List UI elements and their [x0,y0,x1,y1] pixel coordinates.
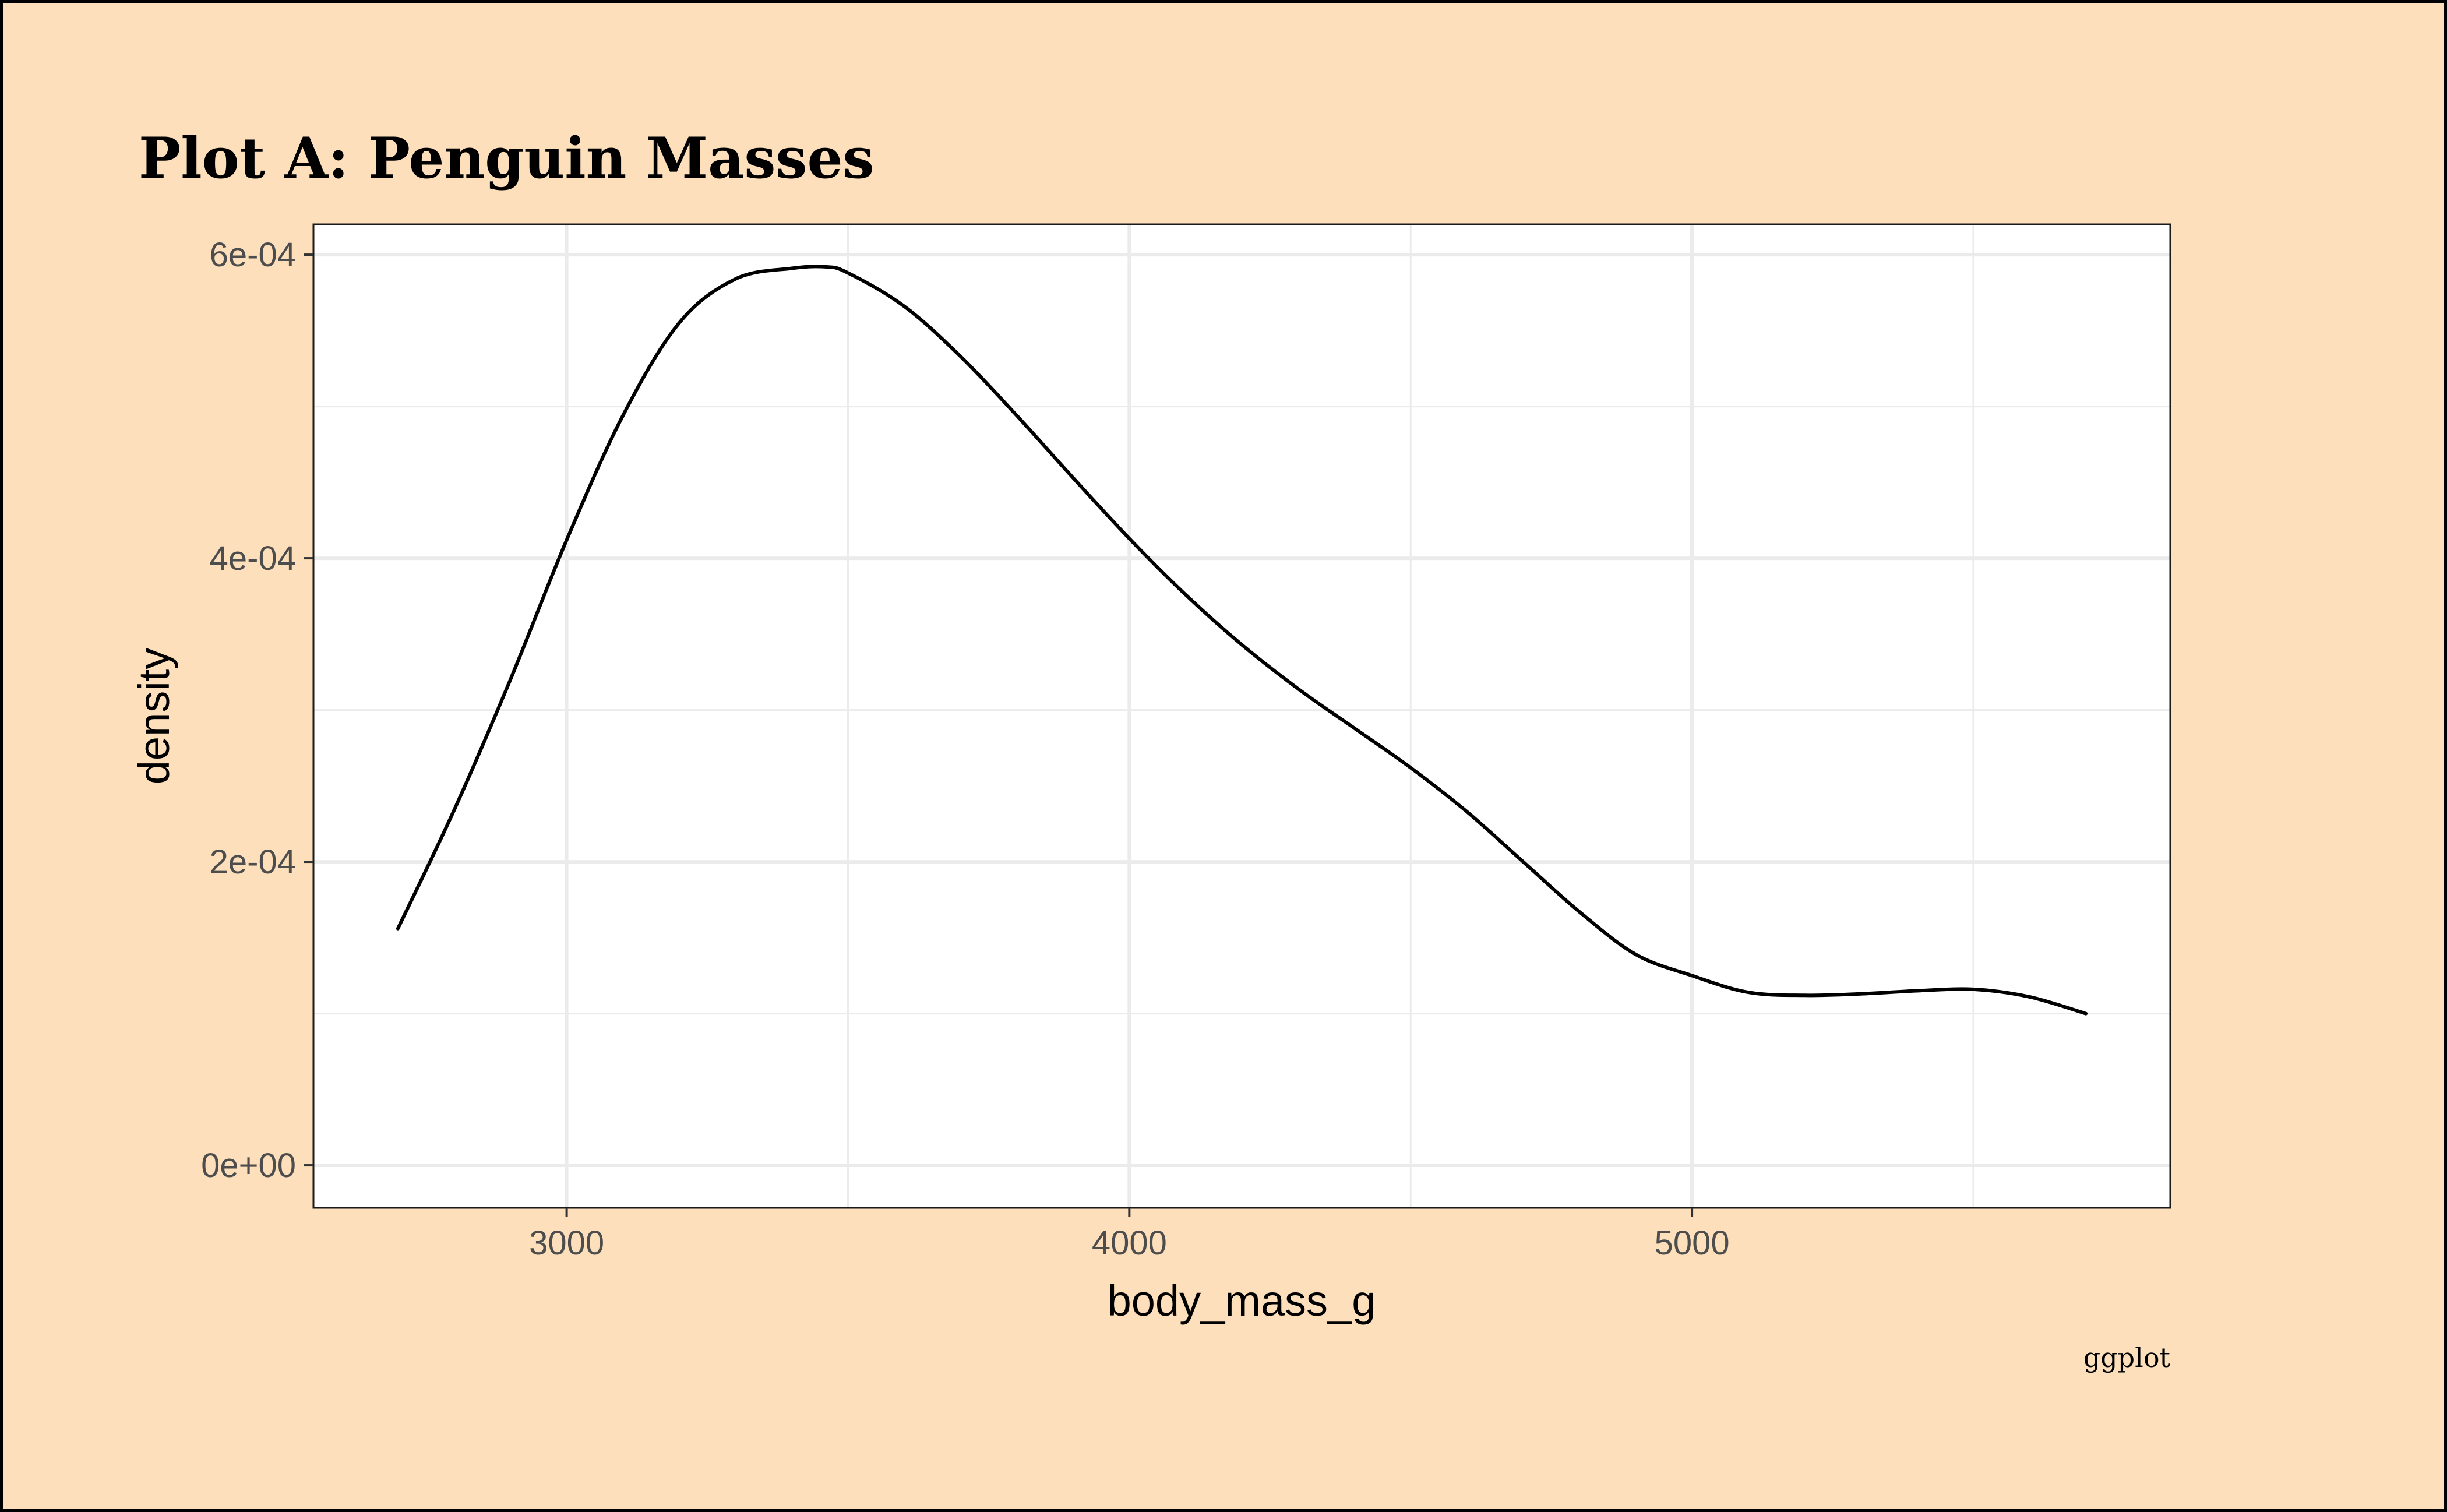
x-tick-label: 3000 [529,1224,604,1262]
y-tick-label: 2e-04 [210,843,296,881]
minor-grid [313,224,2170,1208]
y-tick-label: 6e-04 [210,236,296,274]
axis-ticks [304,253,1694,1217]
x-tick-labels: 3000 4000 5000 [529,1224,1730,1262]
y-tick-label: 4e-04 [210,540,296,577]
x-axis-title: body_mass_g [1108,1277,1376,1325]
major-grid [313,224,2170,1208]
y-tick-labels: 0e+00 2e-04 4e-04 6e-04 [201,236,296,1185]
y-tick-label: 0e+00 [201,1147,296,1185]
x-tick-label: 5000 [1655,1224,1730,1262]
caption: ggplot [2083,1342,2171,1373]
panel-border [312,223,2171,1209]
density-line [396,265,2088,1016]
chart-title: Plot A: Penguin Masses [139,125,875,191]
y-axis-title: density [130,648,178,784]
plot-panel [313,224,2170,1208]
x-tick-label: 4000 [1092,1224,1167,1262]
